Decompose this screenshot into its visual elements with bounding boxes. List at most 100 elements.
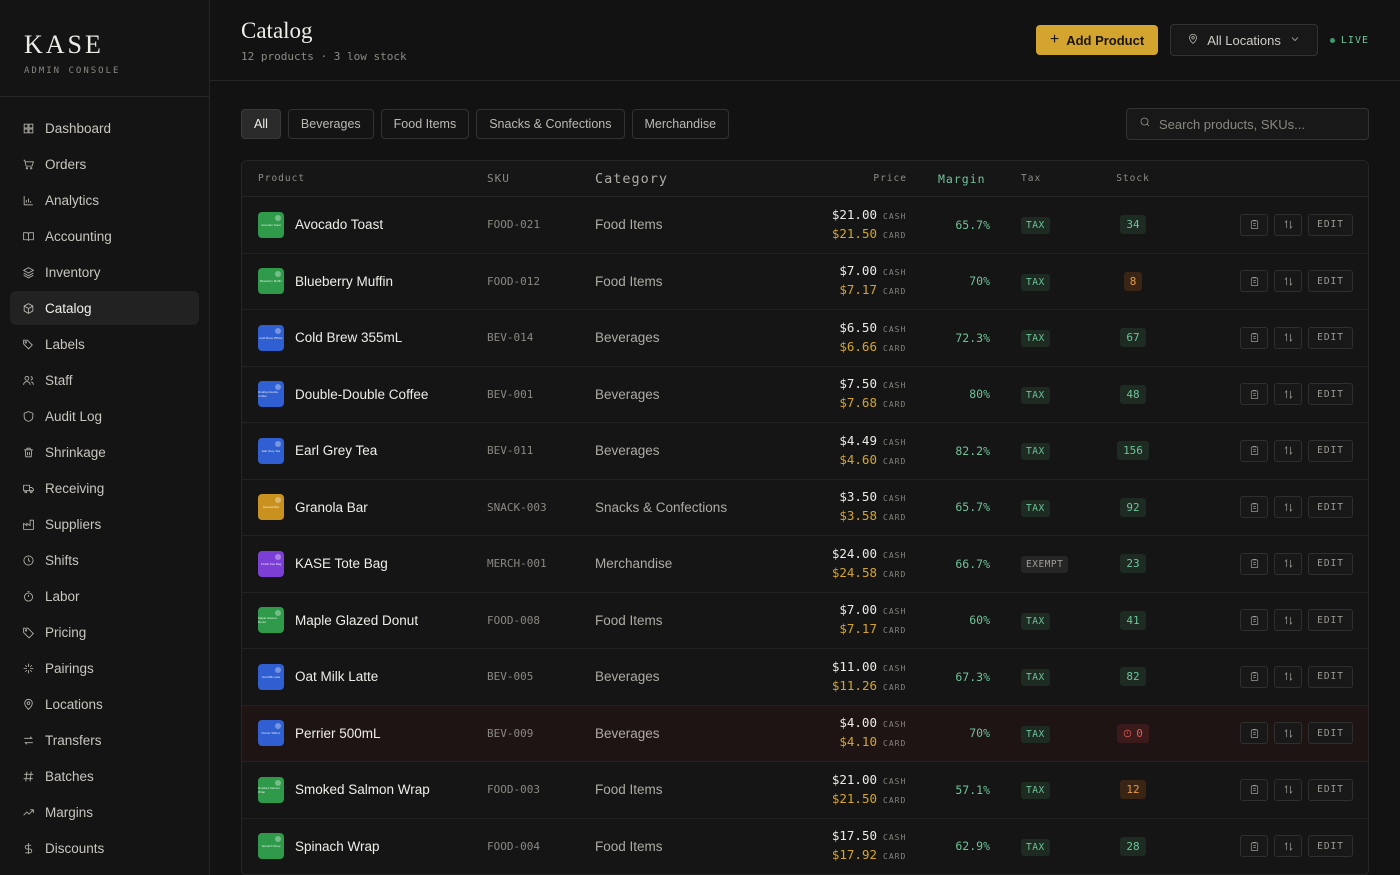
sidebar-item-labor[interactable]: Labor bbox=[10, 579, 199, 613]
sidebar-item-suppliers[interactable]: Suppliers bbox=[10, 507, 199, 541]
sidebar-item-staff[interactable]: Staff bbox=[10, 363, 199, 397]
price-cell: $17.50 CASH $17.92 CARD bbox=[795, 827, 907, 865]
adjust-stock-button[interactable] bbox=[1274, 778, 1303, 801]
tax-cell: TAX bbox=[990, 272, 1105, 291]
sidebar-item-inventory[interactable]: Inventory bbox=[10, 255, 199, 289]
clipboard-button[interactable] bbox=[1240, 326, 1269, 349]
clipboard-button[interactable] bbox=[1240, 609, 1269, 632]
factory-icon bbox=[22, 518, 35, 531]
add-product-button[interactable]: + Add Product bbox=[1035, 25, 1159, 55]
adjust-stock-button[interactable] bbox=[1274, 270, 1303, 293]
sidebar-item-accounting[interactable]: Accounting bbox=[10, 219, 199, 253]
table-row[interactable]: Avocado Toast Avocado Toast FOOD-021 Foo… bbox=[242, 197, 1368, 254]
clipboard-button[interactable] bbox=[1240, 383, 1269, 406]
edit-button[interactable]: EDIT bbox=[1308, 439, 1353, 462]
sidebar-item-labels[interactable]: Labels bbox=[10, 327, 199, 361]
clipboard-button[interactable] bbox=[1240, 270, 1269, 293]
edit-button[interactable]: EDIT bbox=[1308, 665, 1353, 688]
thumbnail-text: Spinach Wrap bbox=[261, 844, 281, 849]
clipboard-button[interactable] bbox=[1240, 835, 1269, 858]
clipboard-button[interactable] bbox=[1240, 552, 1269, 575]
table-row[interactable]: Cold Brew 355mL Cold Brew 355mL BEV-014 … bbox=[242, 310, 1368, 367]
adjust-stock-button[interactable] bbox=[1274, 665, 1303, 688]
sidebar-item-pairings[interactable]: Pairings bbox=[10, 651, 199, 685]
edit-button[interactable]: EDIT bbox=[1308, 326, 1353, 349]
filter-chip-all[interactable]: All bbox=[241, 109, 281, 139]
edit-button[interactable]: EDIT bbox=[1308, 609, 1353, 632]
filter-chip-snacks-confections[interactable]: Snacks & Confections bbox=[476, 109, 625, 139]
table-row[interactable]: Double-Double Coffee Double-Double Coffe… bbox=[242, 367, 1368, 423]
edit-button[interactable]: EDIT bbox=[1308, 270, 1353, 293]
edit-button[interactable]: EDIT bbox=[1308, 496, 1353, 519]
edit-button[interactable]: EDIT bbox=[1308, 213, 1353, 236]
column-header-price[interactable]: Price bbox=[873, 173, 907, 184]
sidebar-item-audit-log[interactable]: Audit Log bbox=[10, 399, 199, 433]
column-header-margin[interactable]: Margin bbox=[938, 171, 986, 186]
column-header-category[interactable]: Category bbox=[595, 170, 669, 187]
stock-cell: 0 bbox=[1105, 723, 1161, 743]
clipboard-button[interactable] bbox=[1240, 496, 1269, 519]
sidebar-item-pricing[interactable]: Pricing bbox=[10, 615, 199, 649]
filter-chip-food-items[interactable]: Food Items bbox=[380, 109, 470, 139]
edit-button[interactable]: EDIT bbox=[1308, 383, 1353, 406]
edit-button[interactable]: EDIT bbox=[1308, 552, 1353, 575]
sidebar-item-shrinkage[interactable]: Shrinkage bbox=[10, 435, 199, 469]
table-row[interactable]: Spinach Wrap Spinach Wrap FOOD-004 Food … bbox=[242, 819, 1368, 875]
adjust-stock-button[interactable] bbox=[1274, 835, 1303, 858]
column-header-product[interactable]: Product bbox=[258, 173, 306, 184]
stock-count: 8 bbox=[1129, 274, 1137, 288]
adjust-stock-button[interactable] bbox=[1274, 326, 1303, 349]
cash-price: $4.49 bbox=[839, 432, 877, 448]
sidebar-item-receiving[interactable]: Receiving bbox=[10, 471, 199, 505]
adjust-stock-button[interactable] bbox=[1274, 383, 1303, 406]
sidebar-item-batches[interactable]: Batches bbox=[10, 759, 199, 793]
sidebar-item-shifts[interactable]: Shifts bbox=[10, 543, 199, 577]
brand-subtitle: ADMIN CONSOLE bbox=[24, 66, 121, 76]
column-header-stock[interactable]: Stock bbox=[1116, 173, 1150, 184]
sidebar-item-catalog[interactable]: Catalog bbox=[10, 291, 199, 325]
clipboard-button[interactable] bbox=[1240, 778, 1269, 801]
adjust-stock-button[interactable] bbox=[1274, 552, 1303, 575]
sidebar-item-dashboard[interactable]: Dashboard bbox=[10, 111, 199, 145]
edit-button[interactable]: EDIT bbox=[1308, 722, 1353, 745]
shield-icon bbox=[22, 410, 35, 423]
column-header-sku[interactable]: SKU bbox=[487, 172, 510, 185]
clipboard-icon bbox=[1250, 502, 1258, 512]
adjust-stock-button[interactable] bbox=[1274, 722, 1303, 745]
clipboard-button[interactable] bbox=[1240, 213, 1269, 236]
sidebar-item-transfers[interactable]: Transfers bbox=[10, 723, 199, 757]
card-price-line: $21.50 CARD bbox=[795, 225, 907, 244]
clipboard-button[interactable] bbox=[1240, 722, 1269, 745]
adjust-stock-button[interactable] bbox=[1274, 439, 1303, 462]
sidebar-item-analytics[interactable]: Analytics bbox=[10, 183, 199, 217]
search-box[interactable] bbox=[1126, 108, 1369, 140]
table-row[interactable]: Perrier 500mL Perrier 500mL BEV-009 Beve… bbox=[242, 705, 1368, 762]
table-row[interactable]: Blueberry Muffin Blueberry Muffin FOOD-0… bbox=[242, 254, 1368, 310]
card-price: $11.26 bbox=[831, 677, 877, 693]
filter-chip-beverages[interactable]: Beverages bbox=[287, 109, 374, 139]
sidebar-item-margins[interactable]: Margins bbox=[10, 795, 199, 829]
table-row[interactable]: KASE Tote Bag KASE Tote Bag MERCH-001 Me… bbox=[242, 536, 1368, 593]
sidebar-item-orders[interactable]: Orders bbox=[10, 147, 199, 181]
adjust-stock-button[interactable] bbox=[1274, 213, 1303, 236]
edit-button[interactable]: EDIT bbox=[1308, 778, 1353, 801]
clipboard-button[interactable] bbox=[1240, 439, 1269, 462]
filter-chip-merchandise[interactable]: Merchandise bbox=[631, 109, 730, 139]
table-row[interactable]: Smoked Salmon Wrap Smoked Salmon Wrap FO… bbox=[242, 762, 1368, 819]
sidebar-item-locations[interactable]: Locations bbox=[10, 687, 199, 721]
edit-button[interactable]: EDIT bbox=[1308, 835, 1353, 858]
column-header-tax[interactable]: Tax bbox=[1021, 173, 1042, 184]
sparkle-icon bbox=[22, 662, 35, 675]
search-input[interactable] bbox=[1159, 116, 1356, 132]
table-row[interactable]: Maple Glazed Donut Maple Glazed Donut FO… bbox=[242, 593, 1368, 649]
table-row[interactable]: Oat Milk Latte Oat Milk Latte BEV-005 Be… bbox=[242, 649, 1368, 706]
location-select[interactable]: All Locations bbox=[1170, 24, 1318, 56]
clipboard-icon bbox=[1250, 276, 1258, 286]
arrows-up-down-icon bbox=[1284, 333, 1293, 343]
clipboard-button[interactable] bbox=[1240, 665, 1269, 688]
adjust-stock-button[interactable] bbox=[1274, 496, 1303, 519]
sidebar-item-discounts[interactable]: Discounts bbox=[10, 831, 199, 865]
adjust-stock-button[interactable] bbox=[1274, 609, 1303, 632]
table-row[interactable]: Granola Bar Granola Bar SNACK-003 Snacks… bbox=[242, 480, 1368, 536]
table-row[interactable]: Earl Grey Tea Earl Grey Tea BEV-011 Beve… bbox=[242, 423, 1368, 480]
